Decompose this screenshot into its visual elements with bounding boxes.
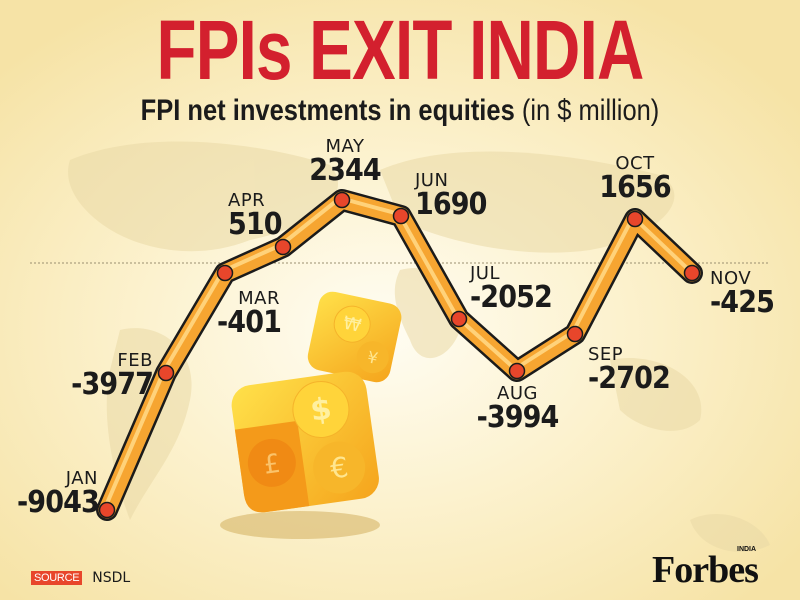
source-value: NSDL	[92, 570, 131, 586]
point-label-feb: FEB -3977	[71, 350, 154, 402]
data-point-jan	[98, 501, 116, 519]
source-tag: SOURCE	[31, 571, 83, 585]
point-label-oct: OCT 1656	[599, 153, 671, 205]
data-point-jul	[450, 310, 468, 328]
point-label-may: MAY 2344	[309, 136, 381, 188]
forbes-india-logo: Forbes INDIA	[652, 546, 759, 591]
page-title: FPIs EXIT INDIA	[156, 3, 644, 97]
svg-text:¥: ¥	[366, 347, 380, 368]
data-point-jun	[392, 207, 410, 225]
chart-subtitle: FPI net investments in equities (in $ mi…	[60, 94, 740, 128]
data-markers	[98, 191, 701, 519]
currency-dice-icon: ₩ ¥ $ £ €	[220, 291, 402, 539]
subtitle-unit: (in $ million)	[521, 94, 660, 127]
svg-text:€: €	[328, 450, 350, 485]
subtitle-main: FPI net investments in equities	[140, 94, 515, 127]
data-point-mar	[216, 264, 234, 282]
data-point-feb	[157, 364, 175, 382]
point-label-jan: JAN -9043	[17, 468, 100, 520]
point-label-sep: SEP -2702	[588, 344, 671, 396]
point-label-nov: NOV -425	[710, 268, 775, 320]
point-label-jul: JUL -2052	[470, 263, 553, 315]
data-point-nov	[683, 264, 701, 282]
point-label-apr: APR 510	[228, 190, 283, 242]
point-label-jun: JUN 1690	[415, 170, 487, 222]
svg-text:₩: ₩	[341, 313, 363, 337]
data-point-sep	[566, 325, 584, 343]
data-point-oct	[626, 210, 644, 228]
data-point-aug	[508, 362, 526, 380]
point-label-aug: AUG -3994	[476, 383, 560, 435]
svg-text:£: £	[262, 449, 283, 481]
source-note: SOURCE NSDL	[31, 570, 130, 586]
data-point-apr	[274, 238, 292, 256]
data-point-may	[333, 191, 351, 209]
svg-text:$: $	[308, 391, 334, 429]
point-label-mar: MAR -401	[217, 288, 282, 340]
